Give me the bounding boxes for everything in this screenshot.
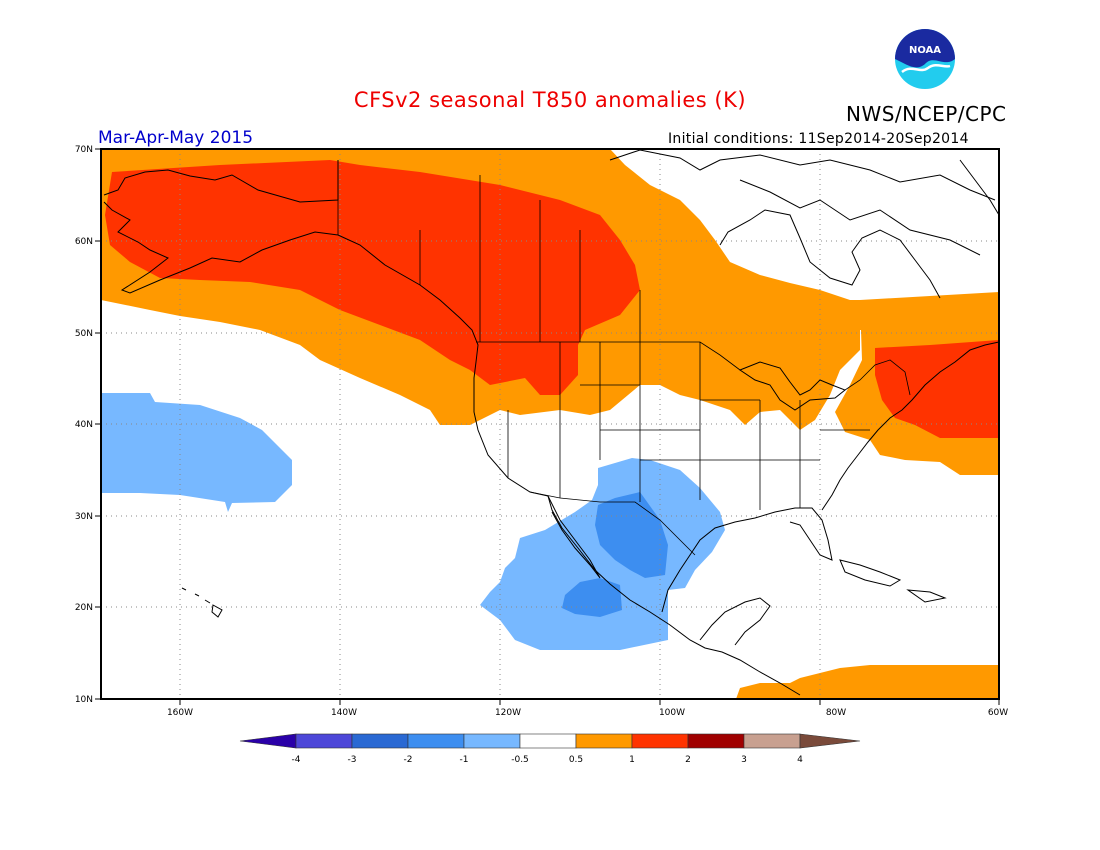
colorbar-segment-above-4 (799, 733, 861, 749)
cool-anomaly-region-pacific (101, 393, 292, 512)
colorbar-segment-minus1-minus05 (463, 733, 521, 749)
lat-tick-10n: 10N (75, 695, 93, 705)
yucatan (699, 597, 771, 646)
us-canada-border (476, 341, 911, 396)
initial-conditions-label: Initial conditions: 11Sep2014-20Sep2014 (668, 131, 969, 147)
noaa-logo-text: NOAA (909, 45, 941, 56)
colorbar-label-05: 0.5 (569, 755, 583, 765)
great-lakes (738, 361, 846, 411)
agency-label: NWS/NCEP/CPC (846, 102, 1007, 126)
colorbar-label-minus2: -2 (404, 755, 413, 765)
colorbar-segment-2-3 (687, 733, 745, 749)
baja-california (547, 495, 601, 579)
colorbar-segment-minus2-minus1 (407, 733, 465, 749)
arctic-islands-2 (739, 179, 981, 256)
hawaii (181, 587, 223, 618)
colorbar-label-1: 1 (629, 755, 635, 765)
colorbar-label-2: 2 (685, 755, 691, 765)
lon-tick-140w: 140W (331, 708, 357, 718)
warm-anomaly-region-northeast-core (875, 340, 999, 438)
lon-tick-60w: 60W (988, 708, 1008, 718)
colorbar-label-4: 4 (797, 755, 803, 765)
lat-tick-60n: 60N (75, 237, 93, 247)
colorbar-label-minus4: -4 (292, 755, 301, 765)
greenland (959, 159, 999, 216)
arctic-islands (609, 149, 996, 201)
alaska-south-coast (103, 201, 339, 294)
colorbar-segment-below-minus4 (239, 733, 297, 749)
lat-tick-50n: 50N (75, 329, 93, 339)
colorbar-label-minus3: -3 (348, 755, 357, 765)
lat-tick-20n: 20N (75, 603, 93, 613)
alaska-coastline (103, 160, 339, 203)
gulf-coast (661, 507, 833, 613)
hispaniola (906, 589, 947, 603)
lat-tick-30n: 30N (75, 512, 93, 522)
warm-anomaly-region-tropics (736, 665, 999, 699)
warm-anomaly-region-west-core (105, 160, 640, 395)
colorbar-segment-1-2 (631, 733, 689, 749)
lat-tick-40n: 40N (75, 420, 93, 430)
lat-tick-labels: 10N 20N 30N 40N 50N 60N 70N (75, 145, 93, 705)
season-label: Mar-Apr-May 2015 (98, 128, 254, 148)
cuba (839, 559, 902, 587)
colorbar-labels: -4 -3 -2 -1 -0.5 0.5 1 2 3 4 (292, 755, 804, 765)
colorbar-segment-minus4-minus3 (295, 733, 353, 749)
colorbar-segment-minus05-05 (519, 733, 577, 749)
colorbar-label-minus1: -1 (460, 755, 469, 765)
lon-tick-labels: 160W 140W 120W 100W 80W 60W (167, 708, 1008, 718)
lon-tick-120w: 120W (495, 708, 521, 718)
grid-lines (101, 149, 999, 699)
canada-province-lines (419, 175, 641, 342)
cool-anomaly-region-mexico (480, 458, 725, 650)
colorbar-segment-minus3-minus2 (351, 733, 409, 749)
lat-tick-70n: 70N (75, 145, 93, 155)
colorbar (239, 733, 861, 749)
lon-tick-80w: 80W (826, 708, 846, 718)
colorbar-label-3: 3 (741, 755, 747, 765)
colorbar-segment-3-4 (743, 733, 801, 749)
hudson-bay (719, 209, 941, 299)
tick-marks (95, 148, 1000, 705)
lon-tick-160w: 160W (167, 708, 193, 718)
colorbar-label-minus05: -0.5 (511, 755, 529, 765)
us-state-lines (507, 342, 870, 510)
colorbar-segment-05-1 (575, 733, 633, 749)
coastlines (103, 149, 999, 696)
cool-anomaly-core-north-mexico (595, 492, 668, 578)
anomaly-shading (101, 149, 999, 699)
east-coast (821, 341, 999, 511)
political-borders (337, 160, 911, 556)
lon-tick-100w: 100W (659, 708, 685, 718)
map-title: CFSv2 seasonal T850 anomalies (K) (353, 88, 747, 112)
noaa-logo: NOAA (895, 29, 955, 89)
